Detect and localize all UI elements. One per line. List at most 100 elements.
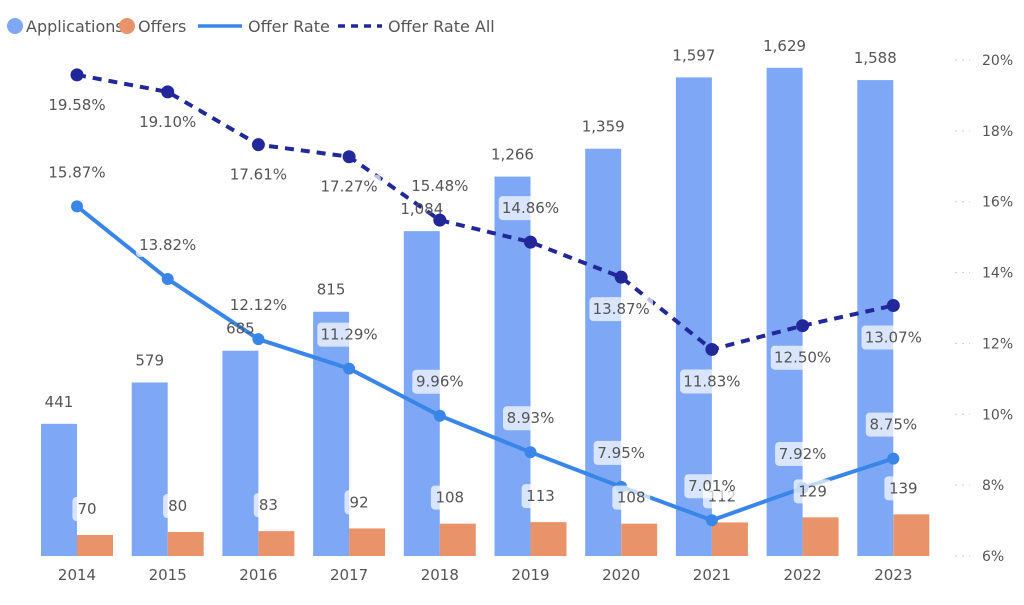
label-offer-rate-2019-text: 8.93% [507, 409, 555, 427]
label-offers-2017-bg [344, 490, 374, 515]
label-offers-2016: 83 [253, 493, 283, 518]
label-offer-rate-2019-bg [503, 406, 558, 431]
point-offer-rate-2019 [524, 446, 537, 459]
label-offer-rate-2023-bg [865, 412, 921, 437]
line-offer-rate-all [76, 72, 894, 352]
label-offer-rate-2021-bg [684, 474, 740, 499]
point-offer-rate-2018 [433, 409, 446, 422]
label-offer-rate-all-2022-bg [770, 345, 835, 370]
legend-label-offer-rate: Offer Rate [248, 17, 330, 36]
bar-applications-2022 [766, 67, 803, 556]
label-offer-rate-all-2018: 15.48% [408, 174, 472, 199]
label-offer-rate-all-2015-bg [135, 109, 200, 134]
point-offer-rate-2017 [343, 362, 356, 375]
line-offer-rate [75, 204, 894, 523]
x-tick-2023: 2023 [874, 566, 912, 584]
label-offer-rate-all-2016: 17.61% [226, 162, 291, 187]
label-offers-2022-text: 129 [798, 482, 827, 500]
bar-offers-2018 [439, 523, 476, 556]
label-offer-rate-2018-bg [412, 369, 468, 394]
label-offer-rate-2021: 7.01% [684, 474, 740, 499]
label-applications-2016: 685 [226, 320, 255, 338]
label-offer-rate-all-2019-text: 14.86% [502, 199, 559, 217]
label-offers-2014-bg [72, 497, 102, 522]
label-applications-2015: 579 [135, 351, 164, 369]
label-offer-rate-2021-text: 7.01% [688, 477, 736, 495]
label-offer-rate-all-2023-bg [861, 325, 926, 350]
point-offer-rate-all-2023 [886, 299, 900, 313]
label-offer-rate-2020: 7.95% [593, 440, 649, 465]
point-offer-rate-2015 [161, 272, 174, 285]
point-offer-rate-all-2019 [524, 235, 537, 249]
label-offers-2020: 108 [612, 485, 651, 510]
label-offers-2022: 129 [793, 479, 832, 504]
label-offer-rate-2023: 8.75% [865, 412, 921, 437]
point-offer-rate-all-2020 [614, 270, 628, 284]
legend-label-offer-rate-all: Offer Rate All [388, 17, 495, 36]
label-offer-rate-2015-text: 13.82% [139, 236, 196, 254]
label-offer-rate-all-2019: 14.86% [498, 196, 563, 221]
label-offer-rate-all-2016-text: 17.61% [230, 166, 287, 184]
x-tick-2015: 2015 [149, 566, 187, 584]
bar-offers-2016 [258, 531, 295, 556]
label-applications-2023: 1,588 [854, 49, 897, 67]
x-tick-2020: 2020 [602, 566, 640, 584]
label-offer-rate-2018-text: 9.96% [416, 373, 464, 391]
x-axis: 2014 2015 2016 2017 2018 2019 2020 2021 2022 2023 [58, 566, 912, 584]
bar-offers-2015 [167, 532, 204, 556]
label-applications-2019: 1,266 [491, 146, 534, 164]
label-offer-rate-2020-bg [593, 440, 649, 465]
label-offer-rate-all-2017-bg [317, 174, 381, 199]
label-offers-2014: 70 [72, 497, 102, 522]
y-tick-16: 16% [982, 195, 1013, 211]
legend-label-applications: Applications [26, 17, 124, 36]
label-offer-rate-all-2021: 11.83% [680, 369, 744, 394]
label-offer-rate-2016-text: 12.12% [230, 296, 287, 314]
label-offer-rate-all-2014-bg [45, 92, 109, 117]
label-offers-2023: 139 [884, 476, 923, 501]
label-applications-2014: 441 [45, 393, 74, 411]
label-offer-rate-2016: 12.12% [226, 293, 291, 318]
label-offer-rate-all-2020: 13.87% [589, 297, 653, 322]
label-offers-2018-bg [430, 485, 469, 510]
y-tick-6: 6% [982, 549, 1004, 565]
y-tick-14: 14% [982, 266, 1013, 282]
point-offer-rate-2016 [252, 333, 265, 346]
label-offer-rate-2022-bg [775, 441, 831, 466]
data-labels-layer: 441 70 15.87% 19.58% 579 80 13.82% 19.10% 685 83 1… [45, 37, 926, 522]
label-offer-rate-2014-bg [45, 160, 109, 185]
label-offer-rate-2022: 7.92% [775, 441, 831, 466]
y-tick-8: 8% [982, 478, 1004, 494]
label-offer-rate-all-2014-text: 19.58% [48, 96, 105, 114]
label-offer-rate-all-2020-text: 13.87% [593, 300, 650, 318]
bar-offers-2014 [77, 535, 113, 556]
label-offer-rate-all-2023: 13.07% [861, 325, 926, 350]
point-offer-rate-all-2015 [161, 85, 175, 99]
label-applications-2017: 815 [317, 281, 346, 299]
bar-offers-2019 [530, 522, 567, 556]
label-offers-2017-text: 92 [350, 493, 369, 511]
label-applications-2022: 1,629 [763, 37, 806, 55]
label-offer-rate-2016-bg [226, 293, 291, 318]
point-offer-rate-all-2021 [705, 342, 719, 356]
label-offers-2019: 113 [521, 484, 560, 509]
label-applications-2018: 1,084 [400, 200, 443, 218]
label-offer-rate-all-2021-bg [680, 369, 744, 394]
x-tick-2017: 2017 [330, 566, 368, 584]
label-offer-rate-2014-text: 15.87% [48, 163, 105, 181]
label-offer-rate-all-2016-bg [226, 162, 291, 187]
label-offer-rate-2017-bg [317, 322, 381, 347]
label-offer-rate-all-2022-text: 12.50% [774, 349, 831, 367]
y-tick-20: 20% [982, 53, 1013, 69]
label-offer-rate-2017-text: 11.29% [320, 326, 377, 344]
bar-applications-2015 [131, 382, 168, 556]
point-offer-rate-2014 [71, 200, 83, 213]
label-offers-2019-text: 113 [526, 487, 555, 505]
point-offer-rate-all-2014 [70, 68, 84, 82]
label-applications-2021: 1,597 [672, 46, 715, 64]
point-offer-rate-2021 [705, 514, 718, 527]
label-offers-2014-text: 70 [77, 500, 96, 518]
legend-label-offers: Offers [138, 17, 186, 36]
label-offers-2018: 108 [430, 485, 469, 510]
